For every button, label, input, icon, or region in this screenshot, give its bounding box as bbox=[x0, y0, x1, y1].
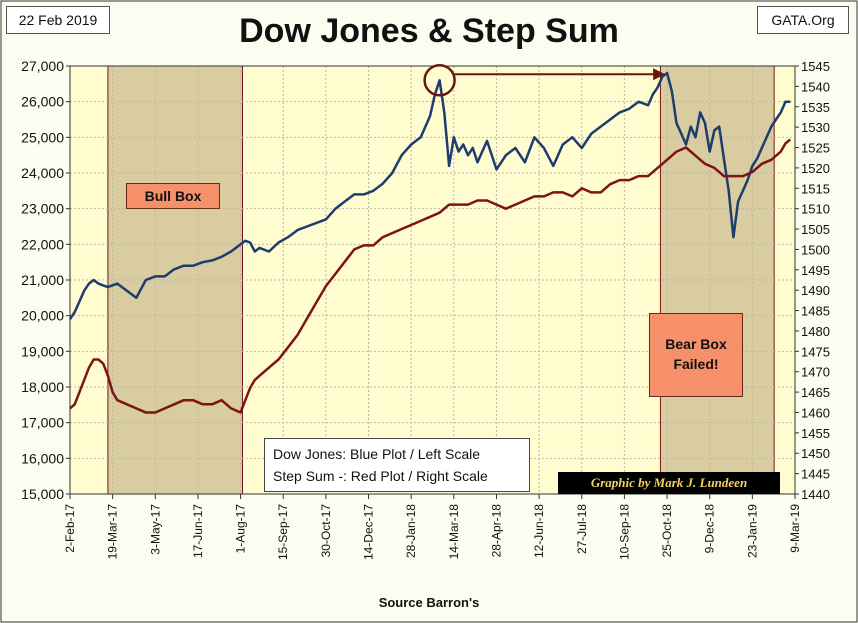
right-tick-label: 1455 bbox=[801, 426, 830, 441]
right-tick-label: 1460 bbox=[801, 405, 830, 420]
x-tick-label: 1-Aug-17 bbox=[234, 504, 248, 554]
bear-box-line2: Failed! bbox=[673, 356, 719, 372]
right-tick-label: 1480 bbox=[801, 324, 830, 339]
right-tick-label: 1465 bbox=[801, 385, 830, 400]
x-tick-label: 27-Jul-18 bbox=[575, 504, 589, 554]
right-tick-label: 1500 bbox=[801, 242, 830, 257]
x-tick-label: 14-Dec-17 bbox=[362, 504, 376, 560]
x-tick-label: 28-Apr-18 bbox=[489, 504, 503, 558]
right-tick-label: 1470 bbox=[801, 365, 830, 380]
x-tick-label: 30-Oct-17 bbox=[319, 504, 333, 558]
peak-circle bbox=[423, 64, 456, 97]
left-tick-label: 24,000 bbox=[21, 165, 64, 181]
left-tick-label: 15,000 bbox=[21, 486, 64, 502]
left-tick-label: 17,000 bbox=[21, 415, 64, 431]
left-tick-label: 21,000 bbox=[21, 272, 64, 288]
left-tick-label: 20,000 bbox=[21, 308, 64, 324]
left-tick-label: 27,000 bbox=[21, 58, 64, 74]
x-tick-label: 25-Oct-18 bbox=[660, 504, 674, 558]
x-tick-label: 17-Jun-17 bbox=[191, 504, 205, 558]
chart-title: Dow Jones & Step Sum bbox=[239, 12, 619, 50]
right-tick-label: 1530 bbox=[801, 120, 830, 135]
legend: Dow Jones: Blue Plot / Left Scale Step S… bbox=[264, 438, 530, 492]
right-tick-label: 1490 bbox=[801, 283, 830, 298]
bull-box-callout: Bull Box bbox=[126, 183, 220, 209]
right-tick-label: 1515 bbox=[801, 181, 830, 196]
right-tick-label: 1535 bbox=[801, 100, 830, 115]
bear-box-callout: Bear Box Failed! bbox=[649, 313, 743, 397]
x-tick-label: 14-Mar-18 bbox=[447, 504, 461, 560]
peak-arrow-head bbox=[653, 68, 666, 81]
right-tick-label: 1495 bbox=[801, 263, 830, 278]
step-sum-line bbox=[69, 138, 792, 414]
x-tick-label: 23-Jan-19 bbox=[745, 504, 759, 558]
x-tick-label: 10-Sep-18 bbox=[617, 504, 631, 560]
left-tick-label: 25,000 bbox=[21, 129, 64, 145]
x-axis-title: Source Barron's bbox=[378, 595, 480, 610]
left-tick-label: 18,000 bbox=[21, 379, 64, 395]
x-tick-label: 2-Feb-17 bbox=[63, 504, 77, 553]
left-tick-label: 22,000 bbox=[21, 236, 64, 252]
left-tick-label: 23,000 bbox=[21, 201, 64, 217]
left-tick-label: 19,000 bbox=[21, 343, 64, 359]
x-tick-label: 9-Mar-19 bbox=[788, 504, 802, 553]
bear-box-line1: Bear Box bbox=[665, 336, 727, 352]
legend-step: Step Sum -: Red Plot / Right Scale bbox=[273, 468, 488, 484]
right-tick-label: 1540 bbox=[801, 79, 830, 94]
right-tick-label: 1520 bbox=[801, 161, 830, 176]
right-tick-label: 1485 bbox=[801, 304, 830, 319]
x-tick-label: 19-Mar-17 bbox=[106, 504, 120, 560]
date-label: 22 Feb 2019 bbox=[6, 6, 110, 34]
right-tick-label: 1440 bbox=[801, 487, 830, 502]
right-tick-label: 1545 bbox=[801, 59, 830, 74]
right-tick-label: 1450 bbox=[801, 446, 830, 461]
right-tick-label: 1510 bbox=[801, 202, 830, 217]
source-label: GATA.Org bbox=[757, 6, 849, 34]
legend-dow: Dow Jones: Blue Plot / Left Scale bbox=[273, 446, 480, 462]
right-tick-label: 1505 bbox=[801, 222, 830, 237]
right-tick-label: 1445 bbox=[801, 467, 830, 482]
x-tick-label: 15-Sep-17 bbox=[276, 504, 290, 560]
shaded-box-bear bbox=[659, 65, 775, 495]
credit-label: Graphic by Mark J. Lundeen bbox=[558, 472, 780, 494]
left-tick-label: 16,000 bbox=[21, 450, 64, 466]
x-tick-label: 9-Dec-18 bbox=[703, 504, 717, 554]
x-tick-label: 3-May-17 bbox=[148, 504, 162, 555]
right-tick-label: 1525 bbox=[801, 141, 830, 156]
right-tick-label: 1475 bbox=[801, 344, 830, 359]
x-tick-label: 28-Jan-18 bbox=[404, 504, 418, 558]
left-tick-label: 26,000 bbox=[21, 94, 64, 110]
x-tick-label: 12-Jun-18 bbox=[532, 504, 546, 558]
dow-jones-line bbox=[68, 71, 791, 320]
